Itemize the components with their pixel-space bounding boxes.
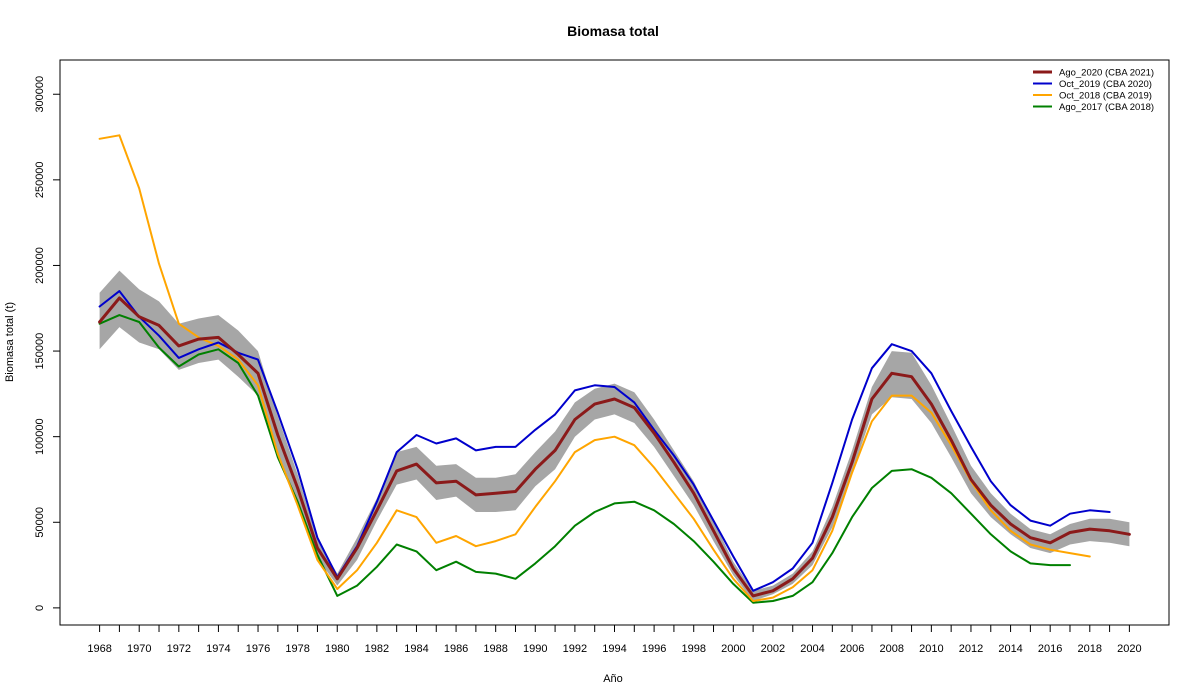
y-tick-label: 250000 xyxy=(34,161,46,198)
x-tick-label: 2018 xyxy=(1078,643,1102,655)
legend-entry-label: Oct_2019 (CBA 2020) xyxy=(1059,79,1152,90)
series-line-1 xyxy=(98,296,1131,598)
x-tick-label: 2008 xyxy=(880,643,904,655)
x-tick-label: 2010 xyxy=(919,643,943,655)
x-tick-label: 2014 xyxy=(998,643,1022,655)
y-tick-label: 150000 xyxy=(34,333,46,370)
x-axis-title: Año xyxy=(603,673,623,685)
x-tick-label: 1970 xyxy=(127,643,151,655)
chart-title: Biomasa total xyxy=(567,23,659,39)
x-tick-label: 1972 xyxy=(167,643,191,655)
legend-entry-label: Ago_2020 (CBA 2021) xyxy=(1059,68,1154,79)
y-tick-label: 300000 xyxy=(34,76,46,113)
x-tick-label: 2012 xyxy=(959,643,983,655)
x-tick-label: 1986 xyxy=(444,643,468,655)
series-line-3 xyxy=(98,134,1091,602)
y-axis-title: Biomasa total (t) xyxy=(4,302,16,382)
x-tick-label: 1996 xyxy=(642,643,666,655)
y-tick-label: 100000 xyxy=(34,418,46,455)
x-tick-label: 1992 xyxy=(563,643,587,655)
y-tick-label: 0 xyxy=(34,605,46,611)
series-line-2 xyxy=(98,290,1111,592)
x-tick-label: 1998 xyxy=(681,643,705,655)
x-tick-label: 1976 xyxy=(246,643,270,655)
series-line-4 xyxy=(98,314,1071,604)
y-tick-label: 200000 xyxy=(34,247,46,284)
x-tick-label: 1978 xyxy=(285,643,309,655)
x-axis: 1968 1970 1972 1974 1976 1978 1980 1982 1984 1986… xyxy=(87,624,1142,655)
y-tick-label: 50000 xyxy=(34,507,46,538)
legend-entry-label: Oct_2018 (CBA 2019) xyxy=(1059,91,1152,102)
x-tick-label: 1968 xyxy=(87,643,111,655)
y-axis: 0 50000 100000 150000 200000 250000 300000 xyxy=(34,76,61,611)
x-tick-label: 2016 xyxy=(1038,643,1062,655)
legend-entry-label: Ago_2017 (CBA 2018) xyxy=(1059,102,1154,113)
x-tick-label: 2006 xyxy=(840,643,864,655)
x-tick-label: 1988 xyxy=(483,643,507,655)
x-tick-label: 1982 xyxy=(365,643,389,655)
x-tick-label: 1990 xyxy=(523,643,547,655)
x-tick-label: 1984 xyxy=(404,643,428,655)
x-tick-label: 1994 xyxy=(602,643,626,655)
x-tick-label: 2020 xyxy=(1117,643,1141,655)
legend: Ago_2020 (CBA 2021)Oct_2019 (CBA 2020)Oc… xyxy=(1033,68,1154,113)
x-tick-label: 1974 xyxy=(206,643,230,655)
x-tick-label: 2000 xyxy=(721,643,745,655)
x-tick-label: 2002 xyxy=(761,643,785,655)
series-lines xyxy=(98,134,1131,604)
x-tick-label: 1980 xyxy=(325,643,349,655)
x-tick-label: 2004 xyxy=(800,643,824,655)
